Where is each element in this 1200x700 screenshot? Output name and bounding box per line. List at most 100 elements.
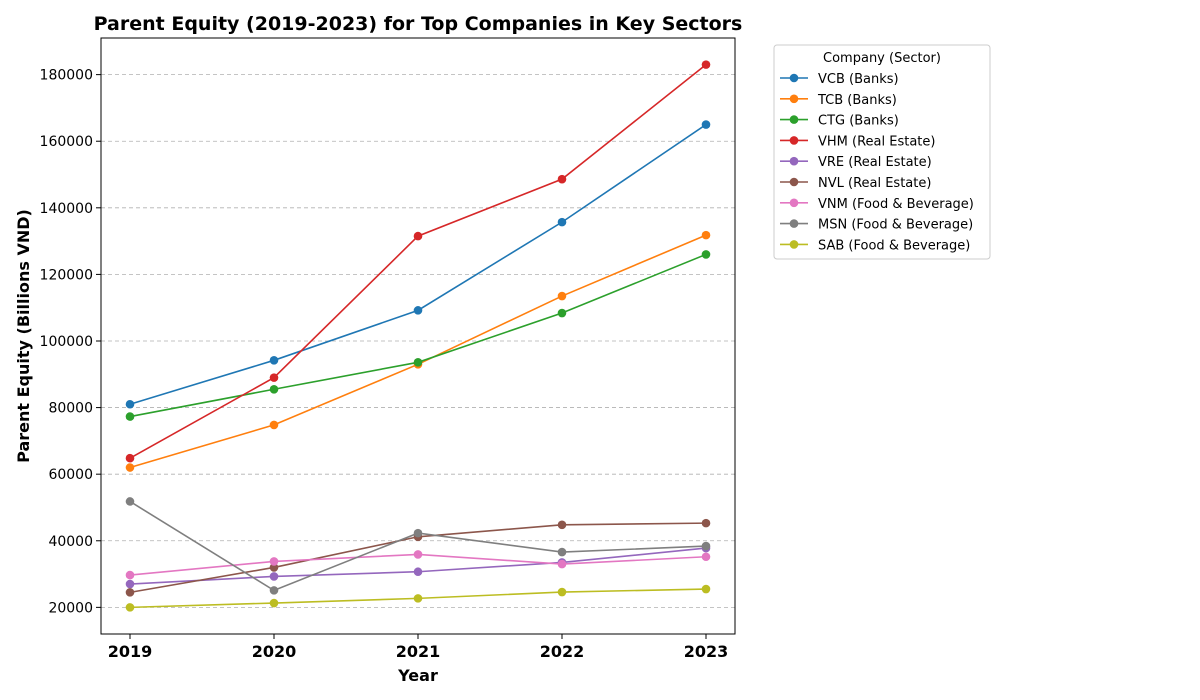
data-point — [269, 563, 279, 572]
y-tick-label: 20000 — [48, 600, 93, 616]
y-axis-title: Parent Equity (Billions VND) — [14, 209, 33, 463]
legend-frame — [773, 44, 991, 260]
plot-area-frame — [100, 37, 736, 635]
legend-items: VCB (Banks) TCB (Banks) CTG (Banks) VHM (Re… — [780, 72, 974, 253]
data-point — [269, 356, 279, 365]
legend-label: CTG (Banks) — [818, 114, 899, 129]
x-tick-label: 2020 — [252, 642, 297, 661]
x-tick-label: 2023 — [684, 642, 729, 661]
legend-label: VHM (Real Estate) — [818, 134, 935, 149]
legend-title: Company (Sector) — [823, 51, 941, 66]
legend-label: VCB (Banks) — [818, 72, 899, 87]
legend-marker — [789, 177, 799, 187]
data-point — [701, 120, 711, 129]
data-point — [557, 547, 567, 557]
y-tick-label: 140000 — [40, 201, 93, 217]
data-point — [125, 399, 135, 409]
data-point — [557, 520, 567, 530]
y-tick-label: 180000 — [40, 68, 93, 84]
legend-label: SAB (Food & Beverage) — [818, 238, 970, 253]
data-point — [557, 559, 567, 569]
y-axis-ticks: 20000 40000 60000 80000 100000 120000 140000 16… — [40, 68, 101, 616]
data-point — [125, 570, 135, 580]
data-point — [413, 358, 423, 367]
data-point — [413, 231, 423, 241]
data-point — [701, 250, 711, 259]
legend-marker — [789, 136, 799, 145]
x-tick-label: 2022 — [540, 642, 585, 661]
legend-marker — [789, 115, 799, 124]
series-sab — [125, 584, 711, 612]
data-point — [125, 603, 135, 612]
legend-item: VHM (Real Estate) — [780, 134, 935, 149]
y-tick-label: 120000 — [40, 267, 93, 283]
legend-item: VRE (Real Estate) — [780, 155, 932, 170]
x-axis-title: Year — [397, 666, 438, 685]
data-point — [269, 586, 279, 595]
y-tick-label: 160000 — [40, 134, 93, 150]
series-line — [129, 234, 707, 469]
series-lines — [125, 60, 711, 612]
data-point — [269, 572, 279, 581]
legend-label: MSN (Food & Beverage) — [818, 218, 973, 233]
data-point — [125, 453, 135, 463]
legend-item: NVL (Real Estate) — [780, 176, 931, 191]
data-point — [701, 584, 711, 594]
y-tick-label: 80000 — [48, 401, 93, 417]
data-point — [557, 291, 567, 301]
data-point — [125, 579, 135, 589]
data-point — [557, 308, 567, 318]
data-point — [557, 174, 567, 184]
data-point — [557, 217, 567, 227]
legend: Company (Sector) VCB (Banks) TCB (Banks) C… — [773, 44, 991, 260]
data-point — [413, 594, 423, 603]
legend-item: VNM (Food & Beverage) — [780, 197, 974, 212]
data-point — [269, 598, 279, 608]
data-point — [701, 541, 711, 551]
x-tick-label: 2019 — [108, 642, 153, 661]
data-point — [269, 557, 279, 566]
data-point — [269, 420, 279, 430]
series-vcb — [125, 120, 711, 409]
data-point — [701, 230, 711, 240]
series-vhm — [125, 60, 711, 463]
series-vnm — [125, 550, 711, 580]
x-tick-label: 2021 — [396, 642, 441, 661]
data-point — [125, 463, 135, 472]
chart-title: Parent Equity (2019-2023) for Top Compan… — [94, 13, 743, 35]
legend-label: TCB (Banks) — [817, 93, 897, 108]
grid-lines — [101, 74, 735, 608]
legend-marker — [789, 156, 799, 166]
data-point — [413, 567, 423, 577]
data-point — [125, 588, 135, 597]
data-point — [701, 552, 711, 562]
y-tick-label: 40000 — [48, 534, 93, 550]
legend-marker — [789, 198, 799, 208]
series-msn — [125, 497, 711, 595]
legend-item: CTG (Banks) — [780, 114, 899, 129]
data-point — [413, 528, 423, 538]
data-point — [125, 412, 135, 421]
legend-item: TCB (Banks) — [780, 93, 897, 108]
data-point — [413, 306, 423, 315]
legend-item: SAB (Food & Beverage) — [780, 238, 970, 253]
series-line — [129, 253, 707, 418]
series-ctg — [125, 250, 711, 421]
series-tcb — [125, 230, 711, 472]
series-line — [129, 64, 707, 459]
legend-item: MSN (Food & Beverage) — [780, 218, 973, 233]
legend-marker — [789, 94, 799, 104]
data-point — [269, 373, 279, 382]
legend-label: VRE (Real Estate) — [818, 155, 932, 170]
y-tick-label: 100000 — [40, 334, 93, 350]
data-point — [125, 497, 135, 506]
y-tick-label: 60000 — [48, 467, 93, 483]
x-axis-ticks: 2019 2020 2021 2022 2023 — [108, 634, 729, 661]
legend-label: NVL (Real Estate) — [818, 176, 931, 191]
legend-label: VNM (Food & Beverage) — [818, 197, 974, 212]
legend-marker — [789, 73, 799, 83]
legend-item: VCB (Banks) — [780, 72, 899, 87]
legend-marker — [789, 240, 799, 249]
data-point — [413, 550, 423, 559]
